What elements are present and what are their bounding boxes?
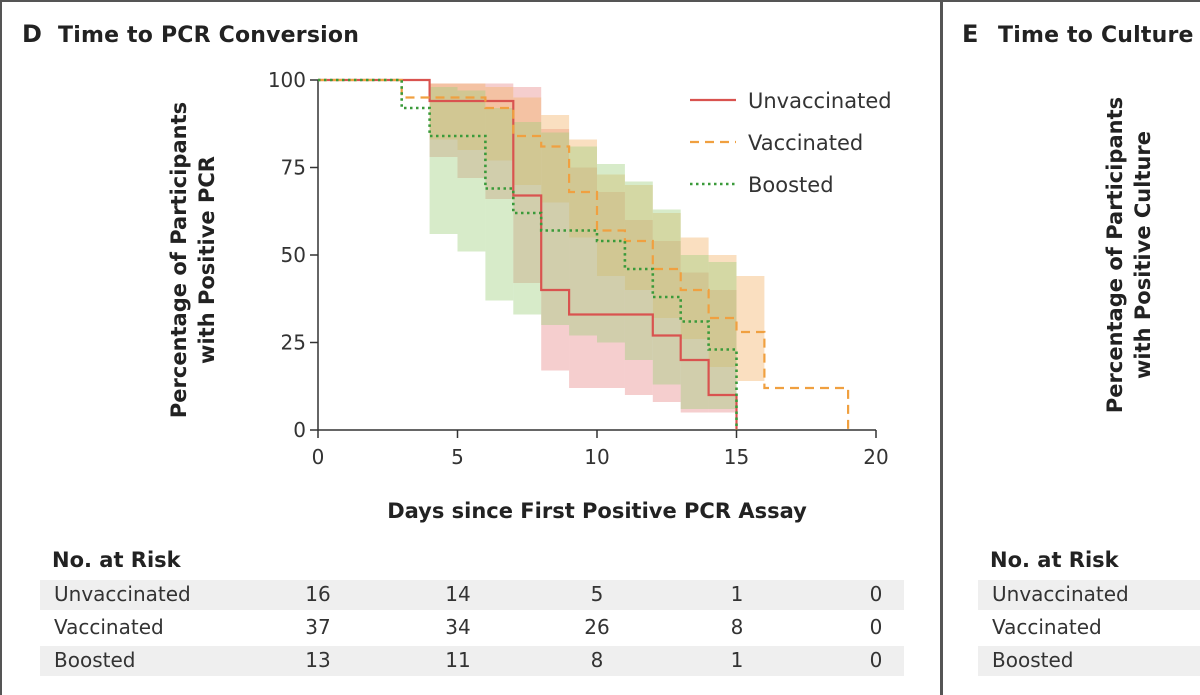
y-tick-label: 75 xyxy=(281,156,306,180)
ci-band-unvaccinated xyxy=(708,290,737,413)
risk-row-vaccinated: Vaccinated 37 34 26 8 0 xyxy=(40,613,904,643)
panel-e-title-text: Time to Culture xyxy=(998,23,1194,48)
pcr-conversion-chart: 0 25 50 75 100 0 5 10 15 20 Unvaccinated Vaccinate… xyxy=(167,68,1155,523)
ci-band-unvaccinated xyxy=(485,83,514,199)
panel-e-letter: E xyxy=(962,20,979,48)
series-line-vaccinated xyxy=(318,78,850,430)
ci-band-vaccinated xyxy=(541,115,570,203)
ci-band-unvaccinated xyxy=(652,241,681,402)
ci-band-unvaccinated xyxy=(569,167,597,388)
legend-label-vaccinated: Vaccinated xyxy=(748,131,863,155)
ci-band-vaccinated xyxy=(624,185,653,290)
risk-cell: 13 xyxy=(305,648,331,672)
survival-lines xyxy=(318,78,850,430)
ci-band-boosted xyxy=(513,122,542,315)
risk-cell: 8 xyxy=(730,615,744,639)
risk-cell: 1 xyxy=(730,582,744,606)
risk-cell: 1 xyxy=(730,648,744,672)
ci-band-unvaccinated xyxy=(680,272,709,413)
risk-cell: 16 xyxy=(305,582,331,606)
risk-cell: 0 xyxy=(869,648,883,672)
risk-cell: 0 xyxy=(869,582,883,606)
ci-band-unvaccinated xyxy=(597,192,625,388)
risk-row-label: Unvaccinated xyxy=(54,582,191,606)
risk-row-label: Boosted xyxy=(54,648,136,672)
panel-d-title: D Time to PCR Conversion xyxy=(22,20,359,48)
ci-band-unvaccinated xyxy=(429,83,458,157)
ci-band-boosted xyxy=(569,146,597,336)
x-tick-label: 20 xyxy=(863,445,888,469)
x-tick-label: 15 xyxy=(724,445,749,469)
panel-e-y-label-line2: with Positive Culture xyxy=(1131,131,1155,379)
x-tick-label: 10 xyxy=(584,445,609,469)
frame-top-border xyxy=(0,0,1200,2)
panel-e-risk-label: Vaccinated xyxy=(992,615,1102,639)
panel-e-y-label-line1: Percentage of Participants xyxy=(1103,97,1127,413)
risk-row-unvaccinated: Unvaccinated 16 14 5 1 0 xyxy=(40,580,904,610)
ci-band-boosted xyxy=(429,87,458,234)
risk-cell: 11 xyxy=(445,648,471,672)
ci-band-vaccinated xyxy=(513,97,542,185)
panel-e-risk-row: Unvaccinated xyxy=(978,580,1200,610)
risk-cell: 34 xyxy=(445,615,471,639)
panel-e-risk-title: No. at Risk xyxy=(990,548,1119,572)
ci-band-vaccinated xyxy=(457,83,486,150)
ci-band-boosted xyxy=(708,262,737,409)
panel-e-risk-label: Unvaccinated xyxy=(992,582,1129,606)
panel-d-letter: D xyxy=(22,20,43,48)
legend-label-boosted: Boosted xyxy=(748,173,834,197)
ci-band-boosted xyxy=(485,108,514,301)
chart-axes: 0 25 50 75 100 0 5 10 15 20 xyxy=(268,68,889,469)
panel-e-risk-row: Vaccinated xyxy=(978,613,1200,643)
risk-cell: 37 xyxy=(305,615,331,639)
ci-band-boosted xyxy=(457,90,486,252)
risk-cell: 8 xyxy=(590,648,604,672)
x-tick-label: 0 xyxy=(312,445,325,469)
ci-band-boosted xyxy=(541,132,570,325)
y-axis-label-line2: with Positive PCR xyxy=(195,156,219,364)
y-tick-label: 50 xyxy=(281,243,306,267)
y-tick-label: 25 xyxy=(281,331,306,355)
ci-band-unvaccinated xyxy=(513,87,542,283)
panel-e-risk-row: Boosted xyxy=(978,646,1200,676)
y-tick-label: 100 xyxy=(268,68,306,92)
ci-band-vaccinated xyxy=(652,213,681,318)
risk-cell: 14 xyxy=(445,582,471,606)
ci-band-unvaccinated xyxy=(624,220,653,395)
x-axis-label: Days since First Positive PCR Assay xyxy=(387,499,807,523)
risk-cell: 0 xyxy=(869,615,883,639)
legend-label-unvaccinated: Unvaccinated xyxy=(748,89,892,113)
ci-band-vaccinated xyxy=(429,83,458,140)
ci-band-vaccinated xyxy=(736,276,765,381)
y-axis-label-line1: Percentage of Participants xyxy=(167,102,191,418)
panel-e-risk-label: Boosted xyxy=(992,648,1074,672)
chart-legend: Unvaccinated Vaccinated Boosted xyxy=(690,89,892,197)
risk-row-label: Vaccinated xyxy=(54,615,164,639)
panel-divider xyxy=(940,0,943,695)
ci-band-vaccinated xyxy=(569,139,597,238)
ci-band-vaccinated xyxy=(485,87,514,161)
panel-d-title-text: Time to PCR Conversion xyxy=(58,23,360,48)
ci-band-boosted xyxy=(624,181,653,360)
ci-band-boosted xyxy=(680,255,709,409)
ci-band-unvaccinated xyxy=(457,83,486,178)
panel-d-risk-title: No. at Risk xyxy=(52,548,181,572)
series-line-boosted xyxy=(318,78,738,430)
ci-band-unvaccinated xyxy=(541,129,570,371)
frame-left-border xyxy=(0,0,2,695)
x-tick-label: 5 xyxy=(451,445,464,469)
panel-e-title: E Time to Culture xyxy=(962,20,1194,48)
risk-row-boosted: Boosted 13 11 8 1 0 xyxy=(40,646,904,676)
confidence-bands xyxy=(429,83,765,413)
y-tick-label: 0 xyxy=(293,418,306,442)
ci-band-boosted xyxy=(597,164,625,343)
risk-cell: 26 xyxy=(584,615,610,639)
ci-band-vaccinated xyxy=(597,174,625,276)
risk-cell: 5 xyxy=(590,582,604,606)
